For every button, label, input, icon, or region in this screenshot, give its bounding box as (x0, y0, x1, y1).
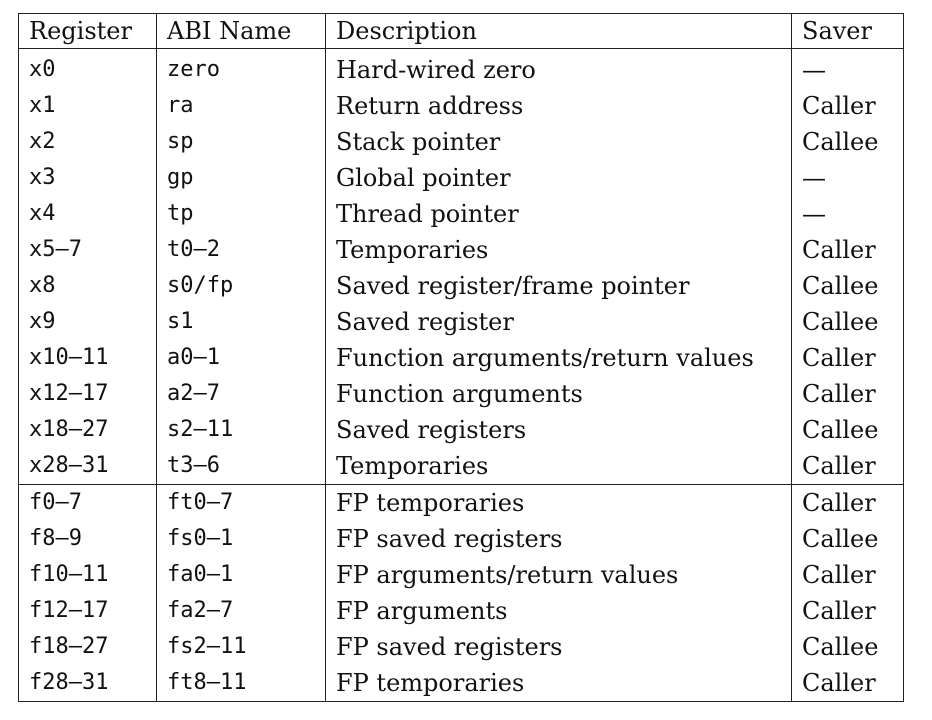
integer-registers-section: x0 zero Hard-wired zero — x1 ra Return address… (18, 48, 904, 485)
register-cell: x0 (18, 48, 157, 88)
abi-name-cell: a2–7 (156, 376, 326, 412)
saver-cell: Caller (791, 484, 904, 521)
table-row: f18–27 fs2–11 FP saved registers Callee (18, 629, 904, 665)
abi-name-cell: tp (156, 196, 326, 232)
description-cell: FP saved registers (325, 629, 792, 665)
saver-cell: Caller (791, 665, 904, 702)
description-cell: FP temporaries (325, 665, 792, 702)
description-cell: FP temporaries (325, 484, 792, 521)
abi-name-cell: gp (156, 160, 326, 196)
table-row: x8 s0/fp Saved register/frame pointer Calle… (18, 268, 904, 304)
register-cell: x5–7 (18, 232, 157, 268)
table-row: x5–7 t0–2 Temporaries Caller (18, 232, 904, 268)
abi-name-cell: zero (156, 48, 326, 88)
abi-name-cell: s1 (156, 304, 326, 340)
description-cell: Temporaries (325, 232, 792, 268)
description-cell: Temporaries (325, 448, 792, 485)
saver-cell: Callee (791, 629, 904, 665)
table-row: x9 s1 Saved register Callee (18, 304, 904, 340)
abi-name-cell: fa2–7 (156, 593, 326, 629)
register-cell: x12–17 (18, 376, 157, 412)
register-cell: x10–11 (18, 340, 157, 376)
table-row: f28–31 ft8–11 FP temporaries Caller (18, 665, 904, 702)
register-cell: f8–9 (18, 521, 157, 557)
register-cell: x9 (18, 304, 157, 340)
description-cell: Stack pointer (325, 124, 792, 160)
table-row: x18–27 s2–11 Saved registers Callee (18, 412, 904, 448)
table-row: x1 ra Return address Caller (18, 88, 904, 124)
header-row: Register ABI Name Description Saver (18, 13, 904, 49)
description-cell: Thread pointer (325, 196, 792, 232)
register-cell: x3 (18, 160, 157, 196)
abi-name-cell: sp (156, 124, 326, 160)
abi-name-cell: ft0–7 (156, 484, 326, 521)
register-cell: x8 (18, 268, 157, 304)
saver-cell: Caller (791, 448, 904, 485)
abi-name-cell: a0–1 (156, 340, 326, 376)
register-cell: x4 (18, 196, 157, 232)
register-cell: f28–31 (18, 665, 157, 702)
description-cell: FP saved registers (325, 521, 792, 557)
saver-cell: — (791, 160, 904, 196)
header-description: Description (325, 13, 792, 49)
saver-cell: Caller (791, 557, 904, 593)
saver-cell: Caller (791, 88, 904, 124)
abi-name-cell: fs0–1 (156, 521, 326, 557)
abi-name-cell: ra (156, 88, 326, 124)
header-saver: Saver (791, 13, 904, 49)
abi-name-cell: s0/fp (156, 268, 326, 304)
description-cell: Saved register (325, 304, 792, 340)
table-row: f0–7 ft0–7 FP temporaries Caller (18, 484, 904, 521)
description-cell: FP arguments (325, 593, 792, 629)
header-abi-name: ABI Name (156, 13, 326, 49)
abi-name-cell: ft8–11 (156, 665, 326, 702)
saver-cell: Callee (791, 124, 904, 160)
saver-cell: Callee (791, 412, 904, 448)
register-cell: x2 (18, 124, 157, 160)
saver-cell: Caller (791, 340, 904, 376)
description-cell: Return address (325, 88, 792, 124)
abi-name-cell: t0–2 (156, 232, 326, 268)
description-cell: Function arguments (325, 376, 792, 412)
table-row: x12–17 a2–7 Function arguments Caller (18, 376, 904, 412)
table-row: f12–17 fa2–7 FP arguments Caller (18, 593, 904, 629)
abi-name-cell: fs2–11 (156, 629, 326, 665)
register-cell: x28–31 (18, 448, 157, 485)
saver-cell: Caller (791, 376, 904, 412)
table-row: x3 gp Global pointer — (18, 160, 904, 196)
table-row: f8–9 fs0–1 FP saved registers Callee (18, 521, 904, 557)
register-cell: f18–27 (18, 629, 157, 665)
description-cell: FP arguments/return values (325, 557, 792, 593)
description-cell: Saved register/frame pointer (325, 268, 792, 304)
table-header: Register ABI Name Description Saver (18, 13, 904, 49)
table-row: f10–11 fa0–1 FP arguments/return values Cal… (18, 557, 904, 593)
table-row: x2 sp Stack pointer Callee (18, 124, 904, 160)
saver-cell: Callee (791, 521, 904, 557)
register-table: Register ABI Name Description Saver x0 ze… (18, 13, 904, 702)
fp-registers-section: f0–7 ft0–7 FP temporaries Caller f8–9 fs0–1 FP… (18, 484, 904, 702)
header-register: Register (18, 13, 157, 49)
register-cell: f12–17 (18, 593, 157, 629)
description-cell: Hard-wired zero (325, 48, 792, 88)
saver-cell: Caller (791, 232, 904, 268)
saver-cell: — (791, 48, 904, 88)
table-row: x0 zero Hard-wired zero — (18, 48, 904, 88)
abi-name-cell: fa0–1 (156, 557, 326, 593)
saver-cell: Caller (791, 593, 904, 629)
table-row: x10–11 a0–1 Function arguments/return valu… (18, 340, 904, 376)
description-cell: Function arguments/return values (325, 340, 792, 376)
saver-cell: — (791, 196, 904, 232)
register-cell: f0–7 (18, 484, 157, 521)
register-cell: x18–27 (18, 412, 157, 448)
register-cell: f10–11 (18, 557, 157, 593)
saver-cell: Callee (791, 268, 904, 304)
abi-name-cell: s2–11 (156, 412, 326, 448)
description-cell: Global pointer (325, 160, 792, 196)
abi-name-cell: t3–6 (156, 448, 326, 485)
saver-cell: Callee (791, 304, 904, 340)
table-row: x28–31 t3–6 Temporaries Caller (18, 448, 904, 485)
description-cell: Saved registers (325, 412, 792, 448)
register-cell: x1 (18, 88, 157, 124)
table-row: x4 tp Thread pointer — (18, 196, 904, 232)
